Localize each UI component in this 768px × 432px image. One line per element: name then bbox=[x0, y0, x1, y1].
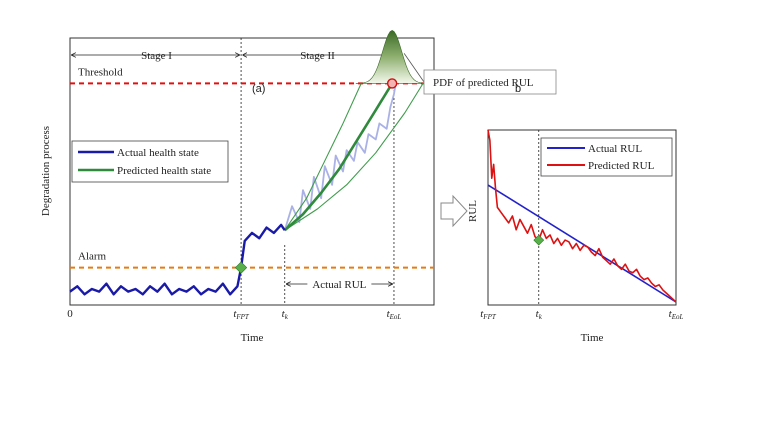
prediction-upper-bound-line bbox=[284, 83, 362, 231]
panel-a: Stage I Stage II Threshold Alarm PDF of … bbox=[40, 30, 557, 344]
stage-1-label: Stage I bbox=[141, 50, 172, 62]
pdf-callout-text: PDF of predicted RUL bbox=[433, 77, 534, 89]
panel-a-label: (a) bbox=[252, 83, 265, 95]
legend-label-actual-health: Actual health state bbox=[117, 147, 199, 159]
x-tick-t-fpt: tFPT bbox=[233, 308, 250, 321]
panel-a-ylabel: Degradation process bbox=[40, 126, 52, 216]
panel-a-series bbox=[69, 82, 424, 296]
x-tick-t-k: tk bbox=[282, 308, 289, 321]
b-x-tick-t-fpt: tFPT bbox=[480, 308, 497, 321]
first-prediction-point bbox=[234, 261, 248, 274]
panel-a-legend: Actual health state Predicted health sta… bbox=[71, 140, 229, 183]
actual-rul-line bbox=[487, 184, 677, 303]
panel-b: Actual RUL Predicted RUL b RUL Time tFPT… bbox=[467, 83, 683, 344]
actual-rul-label-background bbox=[307, 277, 372, 290]
pdf-distribution bbox=[355, 30, 429, 84]
panel-b-legend: Actual RUL Predicted RUL bbox=[540, 137, 673, 177]
legend-label-actual-rul: Actual RUL bbox=[588, 143, 642, 155]
alarm-label: Alarm bbox=[78, 251, 107, 263]
panel-b-label: b bbox=[515, 83, 521, 95]
legend-label-predicted-health: Predicted health state bbox=[117, 165, 211, 177]
panel-b-xlabel: Time bbox=[581, 332, 604, 344]
legend-label-predicted-rul: Predicted RUL bbox=[588, 160, 655, 172]
b-legend-box bbox=[540, 137, 673, 177]
actual-rul-label: Actual RUL bbox=[312, 279, 366, 291]
actual-health-line bbox=[69, 223, 286, 296]
panel-b-frame bbox=[487, 129, 677, 306]
pdf-callout-box bbox=[423, 69, 557, 95]
transition-arrow-icon bbox=[440, 194, 468, 228]
panel-b-ylabel: RUL bbox=[467, 200, 479, 222]
stage-2-label: Stage II bbox=[300, 50, 335, 62]
predicted-rul-line bbox=[487, 129, 677, 303]
predicted-health-line bbox=[283, 82, 394, 232]
b-prediction-point bbox=[533, 234, 545, 246]
threshold-label: Threshold bbox=[78, 66, 123, 78]
legend-box bbox=[71, 140, 229, 183]
x-tick-t-eol: tEoL bbox=[387, 308, 402, 321]
pdf-callout-pointer bbox=[403, 53, 425, 83]
panel-b-series bbox=[487, 129, 677, 303]
b-x-tick-t-eol: tEoL bbox=[669, 308, 684, 321]
prediction-lower-bound-line bbox=[284, 83, 424, 231]
panel-a-frame bbox=[69, 37, 435, 306]
b-x-tick-t-k: tk bbox=[536, 308, 543, 321]
x-tick-zero: 0 bbox=[67, 308, 73, 320]
failure-point bbox=[386, 78, 398, 89]
panel-a-xlabel: Time bbox=[241, 332, 264, 344]
